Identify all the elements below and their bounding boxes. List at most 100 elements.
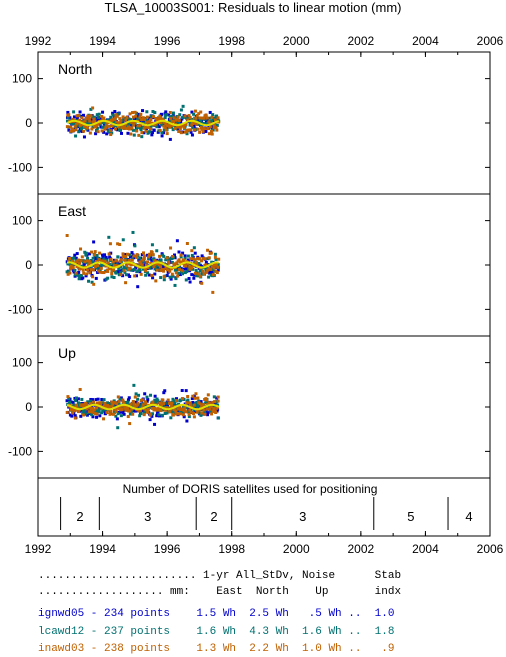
data-point-inawd03 [73, 124, 77, 128]
data-point-lcawd12 [123, 116, 127, 120]
data-point-inawd03 [100, 114, 104, 118]
data-point-inawd03 [199, 126, 203, 130]
data-point-inawd03 [75, 114, 79, 118]
data-point-ignwd05 [193, 410, 197, 414]
data-point-lcawd12 [179, 108, 183, 112]
data-point-ignwd05 [156, 130, 160, 134]
data-point-inawd03 [74, 271, 78, 275]
data-point-inawd03 [110, 404, 114, 408]
data-point-lcawd12 [111, 262, 115, 266]
data-point-lcawd12 [101, 125, 105, 129]
data-point-inawd03 [202, 127, 206, 131]
data-point-inawd03 [106, 404, 110, 408]
data-point-inawd03 [68, 256, 72, 260]
data-point-inawd03 [172, 264, 176, 268]
data-point-lcawd12 [196, 403, 200, 407]
data-point-inawd03 [167, 261, 171, 265]
data-point-inawd03 [173, 127, 177, 131]
data-point-inawd03 [144, 121, 148, 125]
data-point-lcawd12 [187, 410, 191, 414]
data-point-inawd03 [160, 403, 164, 407]
data-point-inawd03 [162, 269, 166, 273]
data-point-inawd03 [185, 128, 189, 132]
data-point-inawd03 [127, 125, 131, 129]
data-point-inawd03 [122, 402, 126, 406]
data-point-inawd03 [215, 271, 219, 275]
data-point-lcawd12 [80, 264, 84, 268]
data-point-inawd03 [187, 412, 191, 416]
data-point-inawd03 [144, 408, 148, 412]
data-point-inawd03 [164, 122, 168, 126]
data-point-lcawd12 [95, 410, 99, 414]
data-point-inawd03 [155, 268, 159, 272]
data-point-inawd03 [146, 260, 150, 264]
data-point-inawd03 [193, 271, 197, 275]
data-point-ignwd05 [136, 285, 140, 289]
data-point-lcawd12 [151, 110, 155, 114]
data-point-inawd03 [121, 400, 125, 404]
data-point-inawd03 [169, 404, 173, 408]
data-point-lcawd12 [81, 410, 85, 414]
data-point-inawd03 [182, 126, 186, 130]
data-point-inawd03 [81, 268, 85, 272]
data-point-ignwd05 [115, 128, 119, 132]
data-point-inawd03 [103, 259, 107, 263]
data-point-inawd03 [85, 403, 89, 407]
data-point-inawd03 [168, 401, 172, 405]
data-point-lcawd12 [91, 115, 95, 119]
data-point-ignwd05 [186, 258, 190, 262]
data-point-lcawd12 [121, 238, 125, 242]
data-point-inawd03 [80, 116, 84, 120]
data-point-inawd03 [119, 118, 123, 122]
data-point-inawd03 [88, 402, 92, 406]
satellite-strip-title: Number of DORIS satellites used for posi… [123, 482, 378, 496]
data-point-lcawd12 [70, 122, 74, 126]
data-point-inawd03 [188, 265, 192, 269]
data-point-ignwd05 [146, 253, 150, 257]
chart-title: TLSA_10003S001: Residuals to linear moti… [104, 0, 402, 15]
data-point-inawd03 [207, 120, 211, 124]
data-point-inawd03 [76, 258, 80, 262]
x-tick-label-bottom: 1998 [218, 542, 245, 556]
data-point-lcawd12 [134, 392, 138, 396]
data-point-inawd03 [190, 123, 194, 127]
data-point-ignwd05 [184, 389, 188, 393]
data-point-inawd03 [131, 412, 135, 416]
data-point-inawd03 [107, 267, 111, 271]
data-point-lcawd12 [114, 414, 118, 418]
panel-label-east: East [58, 203, 86, 219]
data-point-ignwd05 [187, 276, 191, 280]
data-point-inawd03 [188, 408, 192, 412]
data-point-lcawd12 [200, 272, 204, 276]
data-point-inawd03 [144, 129, 148, 133]
data-point-inawd03 [168, 410, 172, 414]
data-point-lcawd12 [171, 274, 175, 278]
data-point-ignwd05 [79, 414, 83, 418]
x-tick-label-top: 2000 [283, 34, 310, 48]
data-point-lcawd12 [94, 266, 98, 270]
data-point-lcawd12 [163, 116, 167, 120]
data-point-inawd03 [108, 242, 112, 246]
data-point-ignwd05 [65, 399, 69, 403]
data-point-ignwd05 [150, 133, 154, 137]
data-point-inawd03 [130, 407, 134, 411]
data-point-inawd03 [214, 125, 218, 129]
data-point-inawd03 [128, 112, 132, 116]
data-point-ignwd05 [95, 119, 99, 123]
data-point-lcawd12 [160, 123, 164, 127]
data-point-lcawd12 [192, 246, 196, 250]
data-point-lcawd12 [95, 113, 99, 117]
data-point-lcawd12 [215, 123, 219, 127]
data-point-inawd03 [170, 272, 174, 276]
data-point-inawd03 [170, 401, 174, 405]
data-point-inawd03 [192, 403, 196, 407]
data-point-inawd03 [200, 411, 204, 415]
data-point-inawd03 [95, 412, 99, 416]
data-point-inawd03 [124, 118, 128, 122]
data-point-lcawd12 [129, 118, 133, 122]
data-point-ignwd05 [103, 253, 107, 257]
data-point-inawd03 [104, 125, 108, 129]
data-point-lcawd12 [201, 121, 205, 125]
data-point-inawd03 [93, 265, 97, 269]
data-point-inawd03 [147, 255, 151, 259]
